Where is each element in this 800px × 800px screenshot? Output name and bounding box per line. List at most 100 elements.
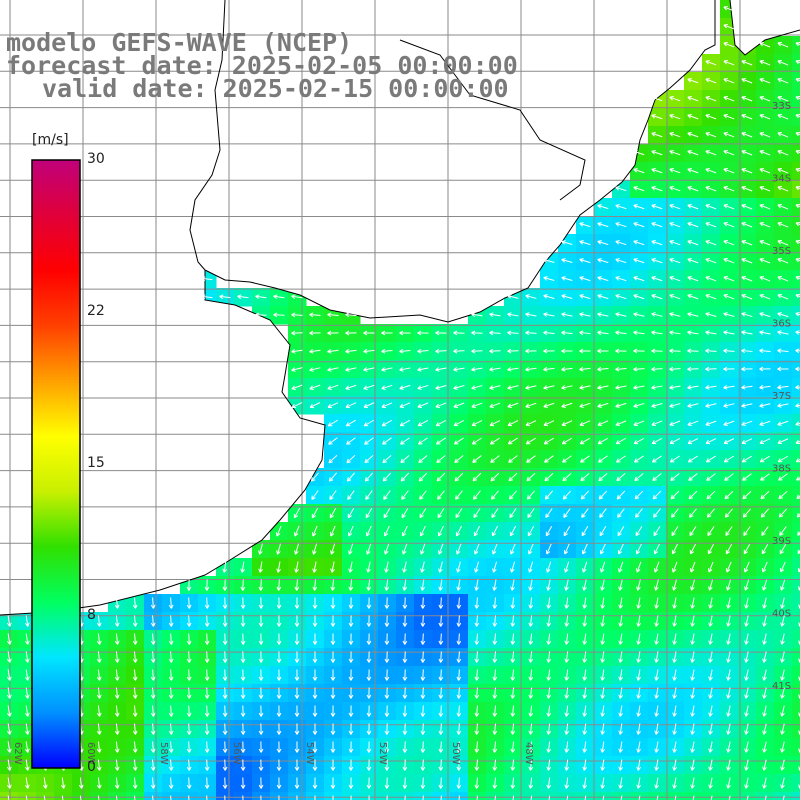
wind-arrow [345,367,357,372]
wind-arrow [633,402,645,408]
wind-arrow [24,633,30,645]
wind-arrow [651,114,663,120]
wind-arrow [544,455,554,463]
wind-arrow [545,508,553,518]
wind-arrow [759,203,771,210]
wind-arrow [96,669,102,681]
wind-arrow [276,597,282,609]
wind-arrow [240,669,246,681]
wind-arrow [582,579,587,591]
wind-arrow [114,633,120,645]
wind-arrow [615,402,627,408]
wind-arrow [399,384,411,390]
wind-arrow [132,651,138,663]
wind-arrow [705,186,717,192]
wind-arrow [777,221,789,228]
wind-arrow [597,312,609,317]
wind-arrow [759,257,771,264]
wind-arrow [687,294,699,300]
wind-arrow [363,348,375,354]
wind-arrow [348,597,354,609]
wind-arrow [652,490,662,500]
latitude-label: 37S [772,391,791,402]
wind-arrow [705,150,717,156]
wind-arrow [759,293,771,300]
wind-arrow [597,402,609,408]
wind-arrow [780,777,785,789]
wind-arrow [510,633,516,645]
wind-cell [792,432,800,451]
wind-arrow [437,490,445,500]
wind-arrow [651,366,663,372]
wind-arrow [258,597,264,609]
wind-arrow [78,777,84,789]
wind-arrow [25,795,28,800]
wind-arrow [741,384,753,390]
wind-arrow [384,723,390,735]
wind-arrow [330,615,336,627]
wind-arrow [294,669,300,681]
wind-arrow [546,741,552,753]
wind-arrow [381,402,393,409]
wind-arrow [293,525,300,537]
wind-arrow [240,651,246,663]
wind-arrow [348,543,354,555]
wind-arrow [528,759,534,771]
wind-arrow [652,473,662,481]
wind-arrow [726,759,731,771]
wind-cell [792,162,800,181]
wind-arrow [654,687,659,699]
wind-arrow [328,472,337,482]
wind-arrow [707,526,715,536]
wind-arrow [114,687,120,699]
wind-arrow [507,420,519,427]
colorbar-tick: 0 [87,759,96,775]
wind-arrow [669,455,680,463]
wind-arrow [618,687,623,699]
wind-arrow [600,579,605,591]
wind-arrow [708,741,713,753]
wind-arrow [186,705,192,717]
wind-arrow [399,348,411,354]
wind-arrow [795,167,800,173]
wind-arrow [545,525,553,537]
wind-arrow [597,240,609,246]
wind-arrow [345,348,357,354]
wind-arrow [417,384,429,390]
wind-arrow [795,41,800,47]
wind-arrow [618,759,623,771]
wind-arrow [651,330,663,336]
wind-arrow [546,759,552,771]
wind-arrow [579,240,591,246]
colorbar-tick: 22 [87,303,105,319]
wind-cell [792,666,800,685]
wind-arrow [474,687,480,699]
wind-arrow [651,96,663,102]
wind-arrow [435,348,447,354]
wind-arrow [725,543,733,555]
wind-arrow [671,543,678,555]
wind-arrow [348,561,353,573]
wind-cell [756,792,775,800]
wind-arrow [687,455,698,463]
wind-arrow [168,669,174,681]
wind-arrow [204,705,210,717]
wind-arrow [669,150,681,156]
wind-arrow [309,330,321,336]
wind-arrow [726,597,731,609]
wind-arrow [509,525,517,537]
wind-arrow [132,705,138,717]
wind-arrow [510,615,516,627]
wind-cell [108,792,127,800]
wind-arrow [168,651,174,663]
wind-arrow [795,113,800,119]
wind-arrow [309,348,321,354]
wind-arrow [7,705,12,717]
wind-arrow [597,222,609,228]
wind-arrow [312,561,317,573]
wind-arrow [760,508,770,518]
wind-arrow [309,312,321,318]
wind-arrow [708,651,713,663]
wind-arrow [329,525,336,537]
wind-arrow [402,741,408,753]
